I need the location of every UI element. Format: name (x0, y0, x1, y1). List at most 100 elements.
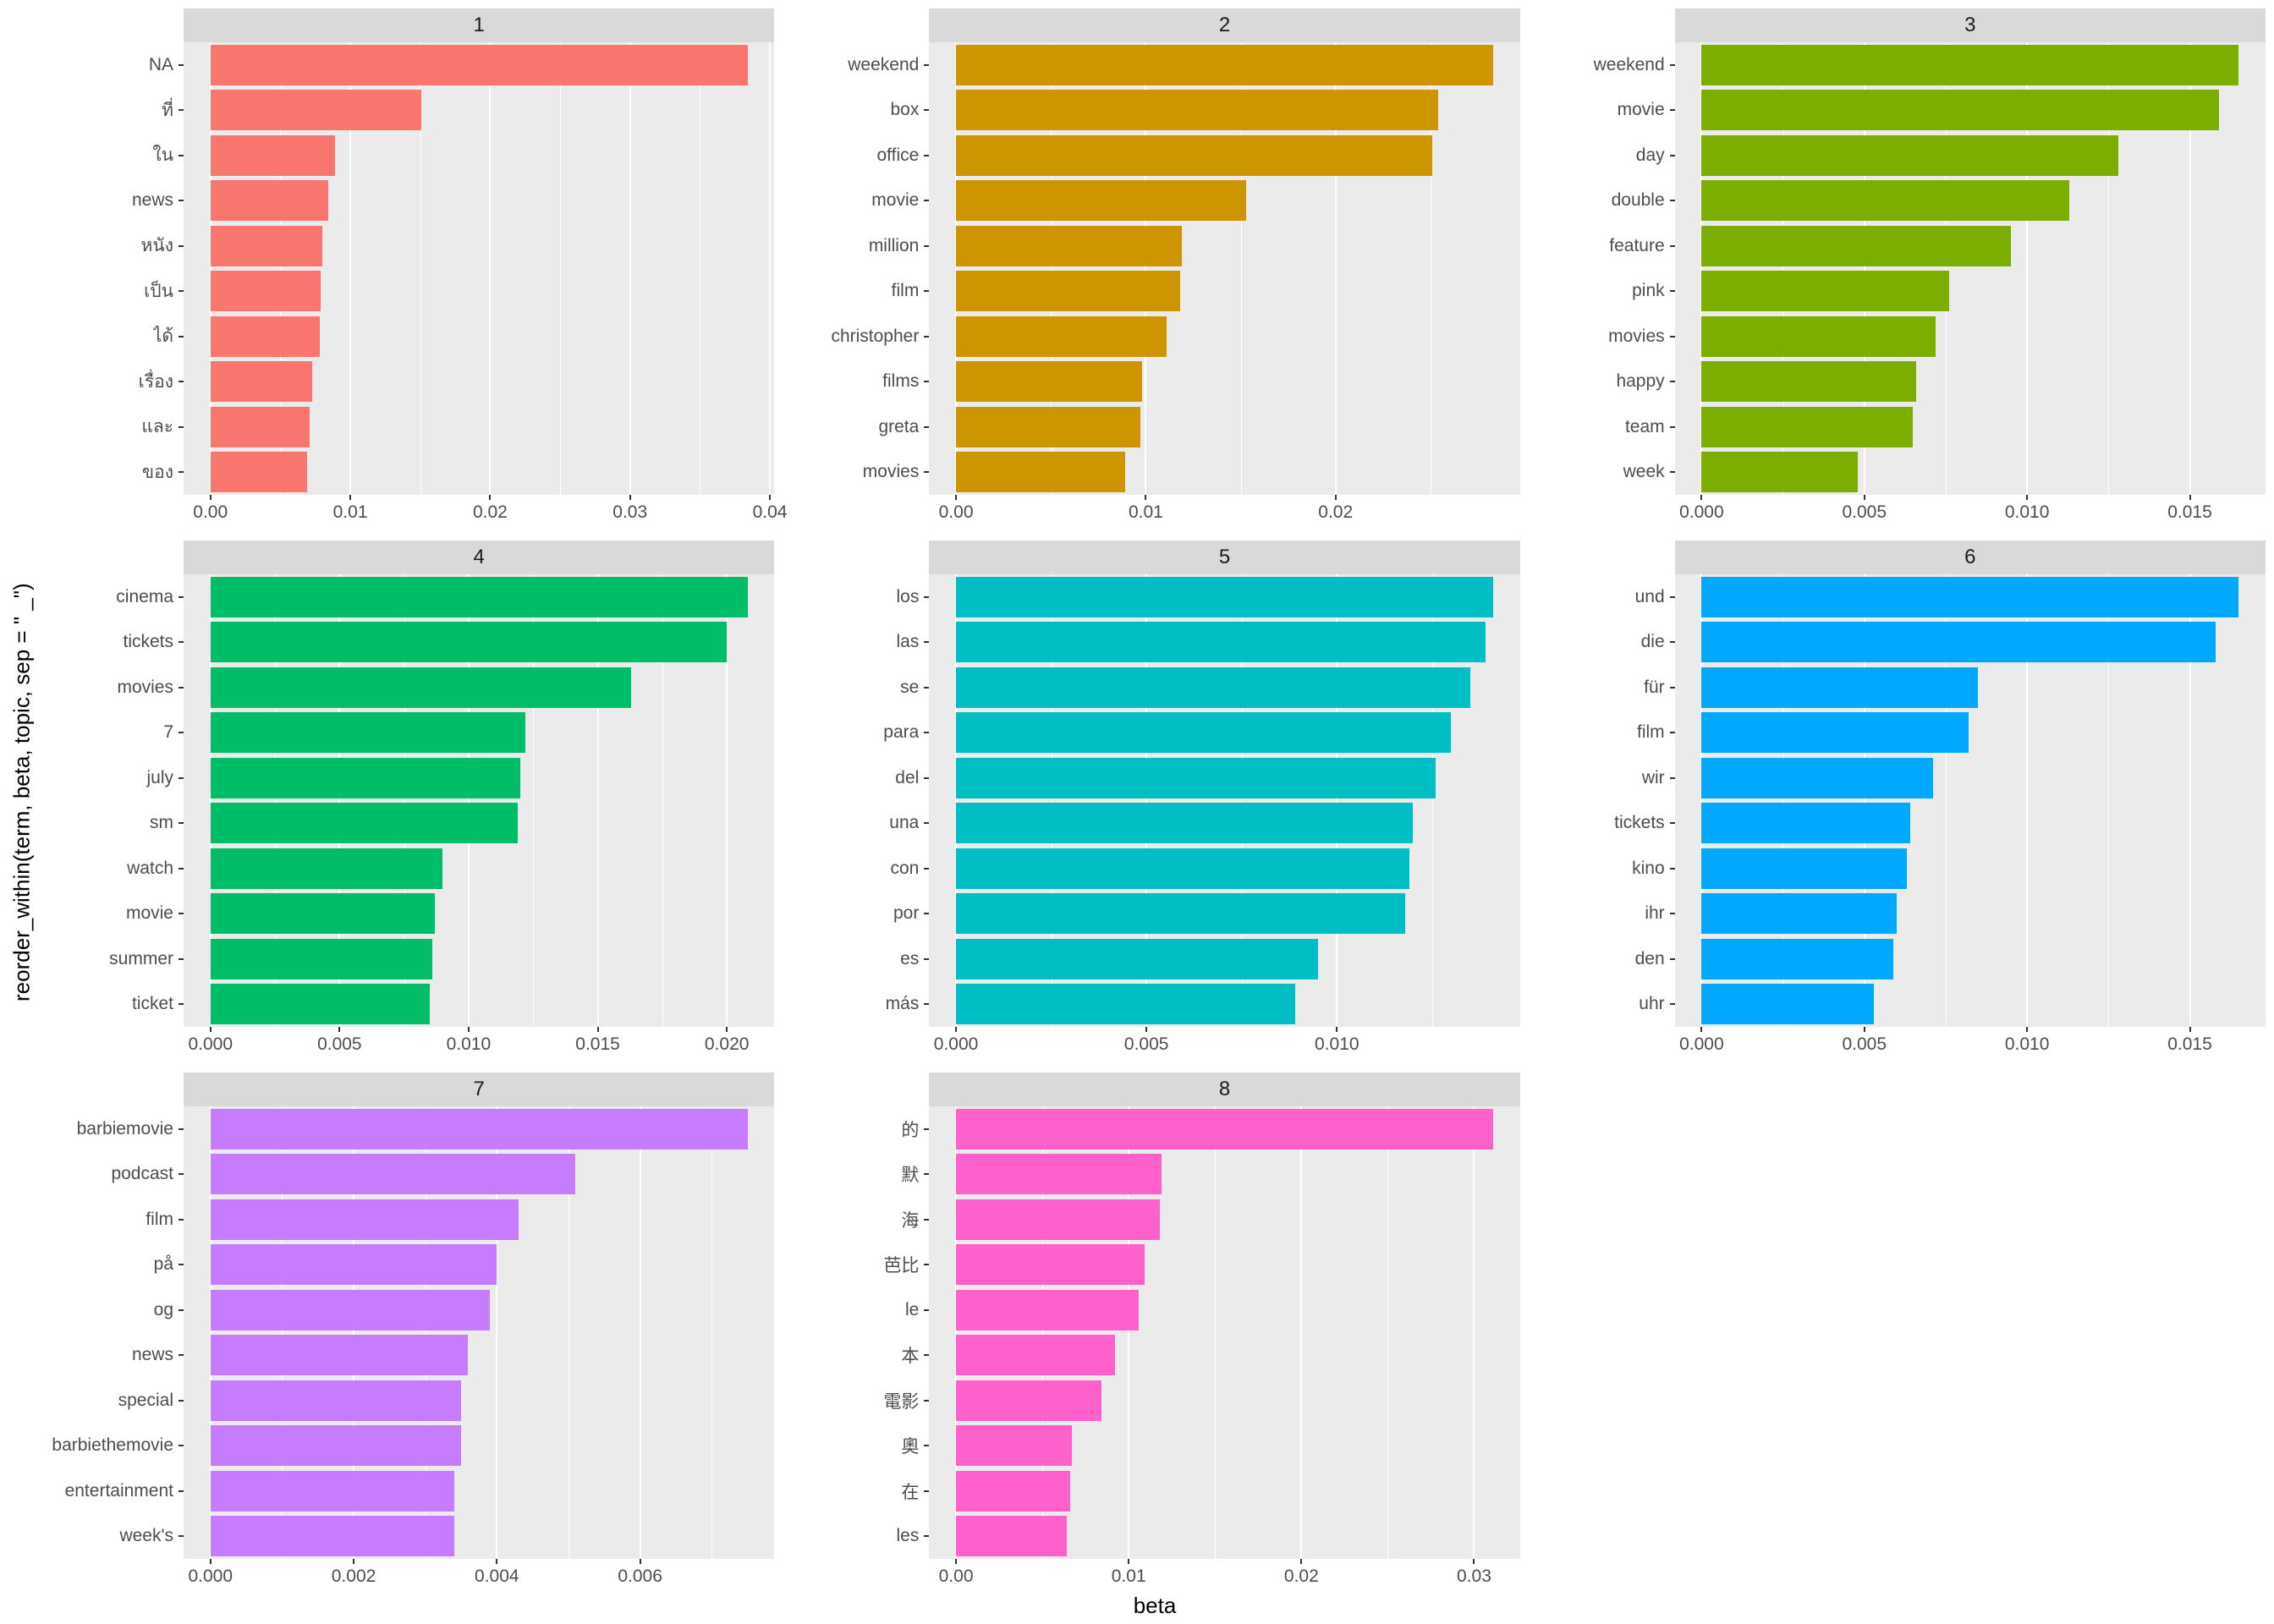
facet-strip-title: 7 (473, 1078, 485, 1100)
bar (956, 406, 1140, 447)
facet-strip: 6 (1674, 540, 2266, 574)
bar (210, 1108, 748, 1149)
bar (210, 1516, 454, 1557)
y-tick-mark (924, 200, 930, 202)
x-tick-mark (1336, 1027, 1338, 1032)
y-tick-mark (179, 1264, 184, 1266)
facet-strip-title: 8 (1218, 1078, 1231, 1100)
y-tick-mark (924, 1535, 930, 1538)
x-axis-tick-label: 0.005 (317, 1034, 362, 1054)
bar (1701, 406, 1914, 447)
y-tick-mark (179, 595, 184, 598)
y-axis-label-row: ของ (44, 450, 184, 496)
y-tick-mark (924, 1490, 930, 1492)
facet-strip: 5 (929, 540, 1520, 574)
facet-strip-title: 5 (1218, 546, 1231, 568)
y-axis-tick-label: pink (1632, 281, 1665, 301)
y-axis-label-row: 海 (789, 1197, 930, 1243)
major-gridline (955, 1106, 958, 1559)
x-axis-tick-label: 0.002 (331, 1566, 376, 1586)
minor-gridline (1051, 42, 1052, 495)
y-tick-mark (179, 471, 184, 474)
y-axis-label-row: 奧 (789, 1424, 930, 1469)
y-tick-mark (179, 913, 184, 915)
y-axis-label-row: news (44, 178, 184, 224)
y-tick-mark (1669, 244, 1675, 247)
major-gridline (2026, 574, 2029, 1027)
y-tick-mark (179, 1445, 184, 1447)
bar (956, 893, 1406, 935)
y-axis-labels: cinema tickets movies 7 july sm watch movie summ… (44, 574, 184, 1027)
y-axis-tick-label: 的 (901, 1120, 920, 1140)
y-tick-mark (1669, 471, 1675, 474)
bar (210, 315, 320, 357)
y-tick-mark (1669, 641, 1675, 644)
y-axis-label-row: film (44, 1197, 184, 1243)
bar (956, 938, 1318, 979)
bar (1701, 803, 1910, 844)
x-axis-tick-label: 0.005 (1842, 502, 1887, 522)
y-axis-tick-label: más (885, 994, 920, 1014)
x-axis-tick-label: 0.01 (1111, 1566, 1146, 1586)
x-axis-tick-label: 0.005 (1842, 1034, 1887, 1054)
x-axis-title: beta (1133, 1593, 1177, 1618)
bar (956, 1516, 1067, 1557)
y-axis-label-row: เรื่อง (44, 359, 184, 405)
y-axis-tick-label: film (891, 281, 920, 301)
y-tick-mark (924, 154, 930, 156)
y-axis-label-row: news (44, 1333, 184, 1379)
x-axis-tick-label: 0.02 (1283, 1566, 1319, 1586)
major-gridline (1145, 574, 1148, 1027)
x-axis-tick-label: 0.01 (332, 502, 368, 522)
y-tick-mark (179, 109, 184, 112)
y-axis-tick-label: christopher (831, 326, 920, 346)
y-axis-tick-label: double (1611, 190, 1665, 211)
y-axis-label-row: films (789, 359, 930, 405)
facet-strip: 1 (184, 8, 775, 42)
major-gridline (209, 1106, 211, 1559)
major-gridline (1128, 1106, 1130, 1559)
bar (956, 984, 1295, 1025)
y-axis-tick-label: 7 (163, 722, 173, 743)
plot-area: 1 NA ที่ ใน news หนัง เป็น ได้ เรื่อง และ ของ 0.00 0… (44, 8, 2266, 1593)
x-axis-tick-label: 0.000 (1679, 1034, 1724, 1054)
y-axis-tick-label: weekend (1593, 54, 1665, 74)
y-axis-tick-label: entertainment (64, 1480, 173, 1501)
y-axis-label-row: le (789, 1287, 930, 1333)
minor-gridline (1215, 1106, 1217, 1559)
y-tick-mark (924, 1218, 930, 1221)
bar (956, 1425, 1072, 1467)
y-axis-tick-label: movies (862, 462, 920, 482)
bar (1701, 757, 1933, 798)
bar (956, 1335, 1115, 1376)
x-axis: 0.000 0.002 0.004 0.006 (184, 1559, 774, 1593)
y-axis-label-row: los (789, 574, 930, 620)
minor-gridline (1431, 574, 1433, 1027)
y-axis-label-row: movies (789, 450, 930, 496)
y-axis-label-row: box (789, 88, 930, 134)
y-axis-label-row: tickets (44, 620, 184, 666)
facet-topic-7: 7 barbiemovie podcast film på og news special ba… (44, 1073, 775, 1593)
y-tick-mark (1669, 822, 1675, 825)
y-axis-tick-label: 在 (901, 1482, 920, 1502)
y-axis-tick-label: เรื่อง (138, 371, 173, 392)
y-axis-label-row: 電影 (789, 1378, 930, 1424)
bar (1701, 576, 2239, 617)
x-axis-tick-label: 0.015 (575, 1034, 620, 1054)
y-tick-mark (179, 425, 184, 428)
bar (1701, 271, 1949, 312)
y-tick-mark (1669, 686, 1675, 689)
y-axis-label-row: special (44, 1378, 184, 1424)
y-axis-label-row: den (1535, 936, 1675, 982)
y-axis-label-row: เป็น (44, 269, 184, 315)
facet-panel (929, 574, 1520, 1027)
facet-topic-6: 6 und die für film wir tickets kino ihr den uhr 0.0… (1535, 540, 2266, 1061)
y-axis-title: reorder_within(term, beta, topic, sep = … (8, 583, 35, 1001)
x-axis: 0.000 0.005 0.010 0.015 (1675, 495, 2266, 529)
bar (956, 44, 1493, 85)
bar (956, 180, 1247, 222)
y-axis-label-row: para (789, 710, 930, 756)
y-tick-mark (179, 867, 184, 870)
y-tick-mark (1669, 867, 1675, 870)
bar (956, 1199, 1160, 1240)
